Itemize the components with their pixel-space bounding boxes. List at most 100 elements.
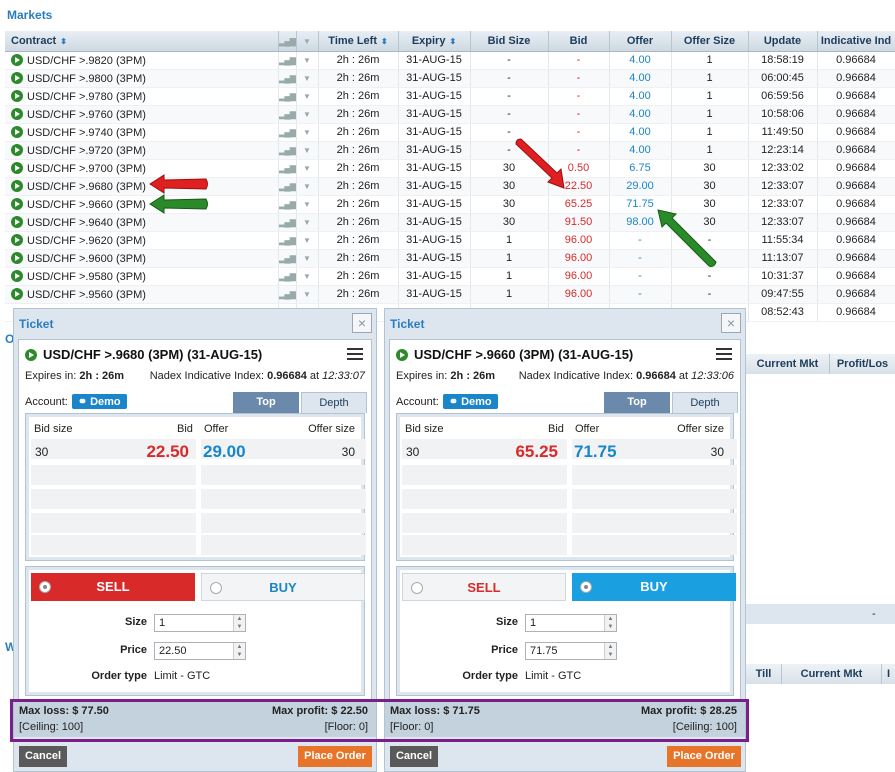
update-cell[interactable]: 12:33:07 (748, 213, 818, 232)
depth-bid-row-4[interactable] (402, 513, 567, 533)
menu-cell[interactable]: ▼ (296, 69, 319, 88)
order-type-value[interactable]: Limit - GTC (525, 670, 582, 682)
depth-offer-row-3[interactable] (572, 489, 737, 509)
chevron-down-icon[interactable]: ▼ (303, 128, 311, 137)
chart-bars-icon[interactable]: ▂▄▆ (278, 127, 296, 137)
header-col-bid-size[interactable]: Bid Size (470, 31, 549, 52)
market-contract-cell[interactable]: USD/CHF >.9640 (3PM) (5, 213, 279, 232)
index-cell[interactable]: 0.96684 (817, 141, 895, 160)
chevron-down-icon[interactable]: ▼ (303, 200, 311, 209)
bid-size-cell[interactable]: 30 (470, 177, 549, 196)
menu-cell[interactable]: ▼ (296, 141, 319, 160)
chart-cell[interactable]: ▂▄▆ (278, 231, 297, 250)
offer-size-cell[interactable]: 1 (671, 105, 749, 124)
header-col-offer[interactable]: Offer (609, 31, 672, 52)
order-type-value[interactable]: Limit - GTC (154, 670, 211, 682)
time-left-cell[interactable]: 2h : 26m (318, 231, 399, 250)
chart-bars-icon[interactable]: ▂▄▆ (278, 163, 296, 173)
depth-offer-value[interactable]: 29.00 (203, 442, 246, 461)
bid-cell[interactable]: 91.50 (548, 213, 610, 232)
header-col-update[interactable]: Update (748, 31, 818, 52)
update-cell[interactable]: 09:47:55 (748, 285, 818, 304)
positions-col-current-mkt[interactable]: Current Mkt (746, 354, 830, 374)
index-cell[interactable]: 0.96684 (817, 195, 895, 214)
chart-cell[interactable]: ▂▄▆ (278, 213, 297, 232)
chart-cell[interactable]: ▂▄▆ (278, 249, 297, 268)
offer-cell[interactable]: 4.00 (609, 141, 672, 160)
bid-cell[interactable]: 65.25 (548, 195, 610, 214)
market-row[interactable]: USD/CHF >.9580 (3PM) ▂▄▆ ▼ 2h : 26m 31-AUG-1… (5, 267, 895, 286)
market-contract-cell[interactable]: USD/CHF >.9780 (3PM) (5, 87, 279, 106)
update-cell[interactable]: 11:49:50 (748, 123, 818, 142)
market-contract-cell[interactable]: USD/CHF >.9580 (3PM) (5, 267, 279, 286)
update-cell[interactable]: 12:33:07 (748, 177, 818, 196)
tab-depth[interactable]: Depth (301, 392, 367, 413)
market-contract-cell[interactable]: USD/CHF >.9680 (3PM) (5, 177, 279, 196)
bid-size-cell[interactable]: 1 (470, 249, 549, 268)
bid-size-cell[interactable]: 30 (470, 195, 549, 214)
update-cell[interactable]: 06:59:56 (748, 87, 818, 106)
bid-size-cell[interactable]: 30 (470, 159, 549, 178)
market-contract-cell[interactable]: USD/CHF >.9700 (3PM) (5, 159, 279, 178)
chevron-down-icon[interactable]: ▼ (303, 236, 311, 245)
expiry-cell[interactable]: 31-AUG-15 (398, 213, 471, 232)
update-cell[interactable]: 10:58:06 (748, 105, 818, 124)
expiry-cell[interactable]: 31-AUG-15 (398, 177, 471, 196)
menu-cell[interactable]: ▼ (296, 249, 319, 268)
market-contract-cell[interactable]: USD/CHF >.9760 (3PM) (5, 105, 279, 124)
offer-size-cell[interactable]: 1 (671, 123, 749, 142)
chart-cell[interactable]: ▂▄▆ (278, 51, 297, 70)
chart-cell[interactable]: ▂▄▆ (278, 141, 297, 160)
header-col-contract[interactable]: Contract ⬍ (5, 31, 279, 52)
update-cell[interactable]: 11:13:07 (748, 249, 818, 268)
market-contract-cell[interactable]: USD/CHF >.9740 (3PM) (5, 123, 279, 142)
index-cell[interactable]: 0.96684 (817, 303, 895, 322)
depth-offer-value[interactable]: 71.75 (574, 442, 617, 461)
play-icon[interactable] (11, 287, 23, 300)
time-left-cell[interactable]: 2h : 26m (318, 213, 399, 232)
chart-bars-icon[interactable]: ▂▄▆ (278, 289, 296, 299)
buy-button[interactable]: BUY (201, 573, 365, 601)
play-icon[interactable] (11, 143, 23, 156)
expiry-cell[interactable]: 31-AUG-15 (398, 195, 471, 214)
depth-bid-row-4[interactable] (31, 513, 196, 533)
header-col-bid[interactable]: Bid (548, 31, 610, 52)
chart-bars-icon[interactable]: ▂▄▆ (278, 91, 296, 101)
offer-size-cell[interactable]: 30 (671, 177, 749, 196)
play-icon[interactable] (11, 107, 23, 120)
chart-bars-icon[interactable]: ▂▄▆ (278, 55, 296, 65)
play-icon[interactable] (11, 197, 23, 210)
depth-bid-row-3[interactable] (31, 489, 196, 509)
chart-cell[interactable]: ▂▄▆ (278, 177, 297, 196)
chart-bars-icon[interactable]: ▂▄▆ (278, 181, 296, 191)
header-col-index[interactable]: Indicative Ind (817, 31, 895, 52)
place-order-button[interactable]: Place Order (298, 746, 372, 767)
time-left-cell[interactable]: 2h : 26m (318, 141, 399, 160)
play-icon[interactable] (11, 269, 23, 282)
depth-offer-row-2[interactable] (201, 465, 366, 485)
index-cell[interactable]: 0.96684 (817, 231, 895, 250)
depth-bid-row-2[interactable] (31, 465, 196, 485)
play-icon[interactable] (11, 125, 23, 138)
market-row[interactable]: USD/CHF >.9760 (3PM) ▂▄▆ ▼ 2h : 26m 31-AUG-1… (5, 105, 895, 124)
header-col-menu[interactable]: ▼ (296, 31, 319, 52)
tab-top[interactable]: Top (233, 392, 299, 413)
expiry-cell[interactable]: 31-AUG-15 (398, 231, 471, 250)
offer-cell[interactable]: - (609, 285, 672, 304)
market-row[interactable]: USD/CHF >.9780 (3PM) ▂▄▆ ▼ 2h : 26m 31-AUG-1… (5, 87, 895, 106)
market-row[interactable]: USD/CHF >.9700 (3PM) ▂▄▆ ▼ 2h : 26m 31-AUG-1… (5, 159, 895, 178)
chevron-down-icon[interactable]: ▼ (303, 74, 311, 83)
size-stepper-icon[interactable]: ▲ ▼ (604, 615, 616, 631)
price-stepper-icon[interactable]: ▲ ▼ (604, 643, 616, 659)
menu-cell[interactable]: ▼ (296, 123, 319, 142)
play-icon[interactable] (11, 161, 23, 174)
chart-cell[interactable]: ▂▄▆ (278, 285, 297, 304)
expiry-cell[interactable]: 31-AUG-15 (398, 159, 471, 178)
market-row[interactable]: USD/CHF >.9620 (3PM) ▂▄▆ ▼ 2h : 26m 31-AUG-1… (5, 231, 895, 250)
update-cell[interactable]: 08:52:43 (748, 303, 818, 322)
index-cell[interactable]: 0.96684 (817, 123, 895, 142)
expiry-cell[interactable]: 31-AUG-15 (398, 87, 471, 106)
offer-cell[interactable]: 4.00 (609, 123, 672, 142)
bid-cell[interactable]: 96.00 (548, 285, 610, 304)
bid-size-cell[interactable]: - (470, 69, 549, 88)
